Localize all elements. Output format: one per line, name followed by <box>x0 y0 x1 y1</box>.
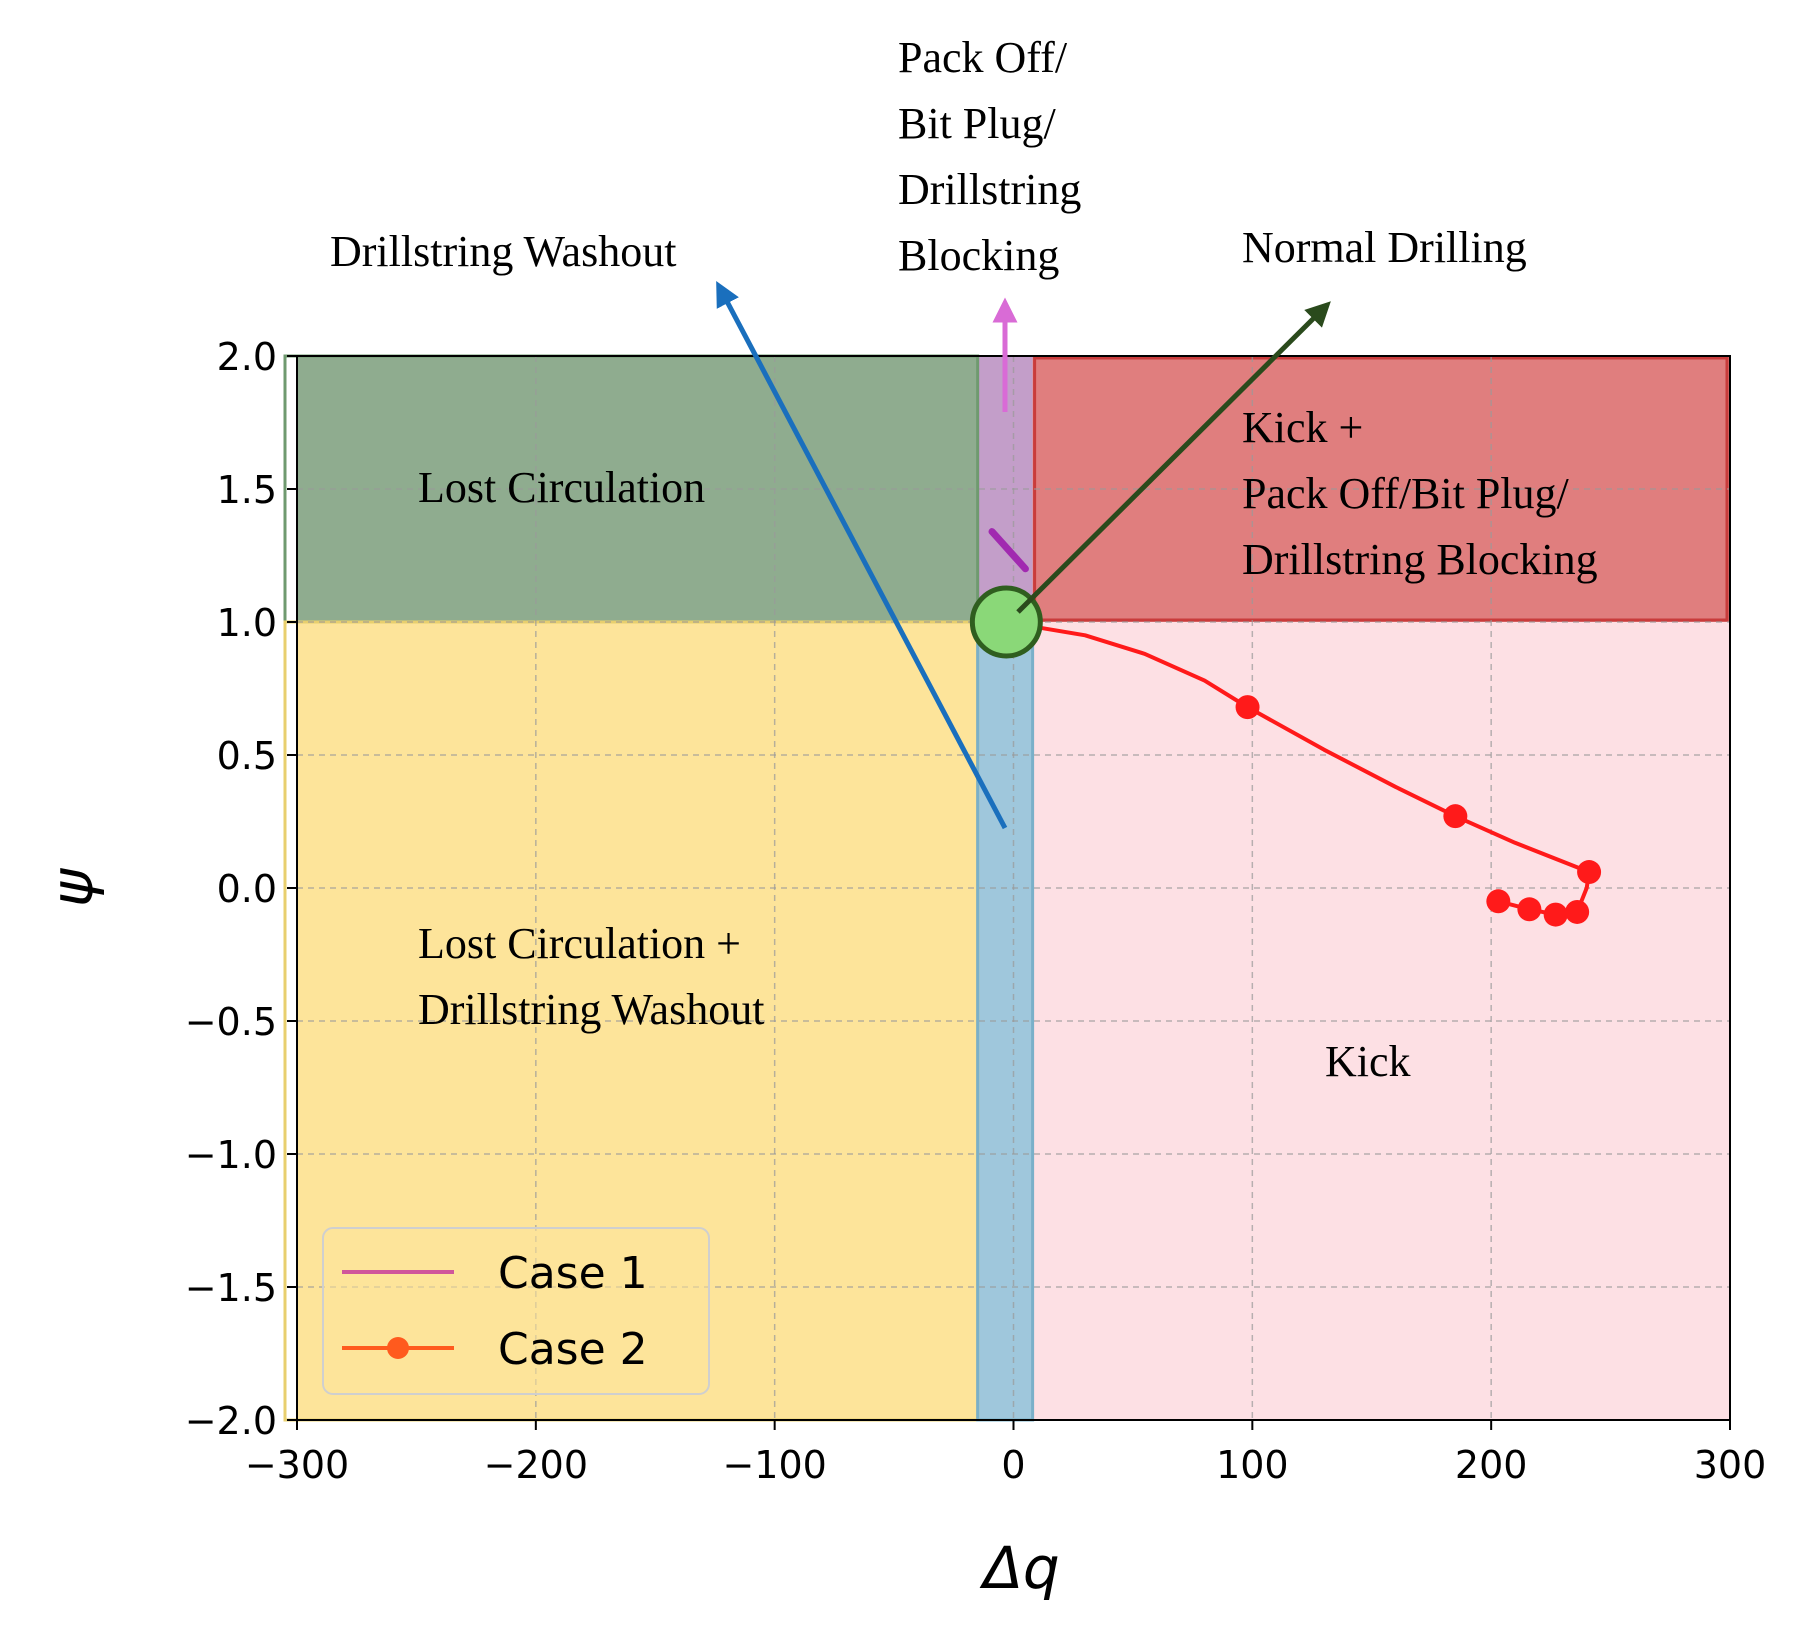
y-tick-label: −0.5 <box>185 1000 277 1044</box>
series <box>969 528 1602 927</box>
y-tick-label: −2.0 <box>185 1399 277 1443</box>
series-point-case <box>1517 897 1542 922</box>
series-point-case <box>1486 889 1511 914</box>
y-tick-label: 1.0 <box>217 601 277 645</box>
annotation-label: Blocking <box>898 231 1059 280</box>
annotation-label: Pack Off/ <box>898 33 1068 82</box>
y-tick-label: −1.0 <box>185 1133 277 1177</box>
region-label: Kick <box>1325 1037 1411 1086</box>
x-tick-label: 200 <box>1455 1443 1528 1487</box>
series-point-case <box>1565 899 1590 924</box>
series-point-case <box>1543 902 1568 927</box>
series-point-case <box>1577 860 1602 885</box>
region-label: Kick + <box>1242 403 1363 452</box>
series-point-case <box>1235 695 1260 720</box>
annotation-label: Drillstring Washout <box>330 227 676 276</box>
x-tick-label: −300 <box>245 1443 349 1487</box>
y-tick-label: 2.0 <box>217 335 277 379</box>
region-label: Lost Circulation <box>418 463 705 512</box>
annotation-label: Bit Plug/ <box>898 99 1056 148</box>
x-axis-label: Δq <box>979 1534 1060 1602</box>
x-tick-label: −200 <box>484 1443 588 1487</box>
legend-box <box>322 1227 710 1395</box>
legend-label-case: Case 2 <box>498 1324 648 1375</box>
annotation-label: Normal Drilling <box>1242 223 1527 272</box>
region-label: Lost Circulation + <box>418 919 741 968</box>
annotation-arrow <box>1016 301 1331 614</box>
legend-label-case: Case 1 <box>498 1248 648 1299</box>
region-label: Drillstring Blocking <box>1242 535 1598 584</box>
y-tick-label: 1.5 <box>217 468 277 512</box>
labels: Δq ψ Lost Circulation Kick + Pack Off/Bit Pl… <box>38 403 1598 1602</box>
series-line-case <box>988 528 1029 573</box>
y-tick-label: 0.0 <box>217 867 277 911</box>
ticks: −300 −200 −100 0 100 200 300 2.0 1.5 1.0 0.5 0.0 −0.… <box>185 335 1767 1487</box>
region-label: Pack Off/Bit Plug/ <box>1242 469 1570 518</box>
annotation-arrow <box>716 280 1008 830</box>
x-tick-label: 100 <box>1216 1443 1289 1487</box>
x-tick-label: 0 <box>1001 1443 1025 1487</box>
y-tick-label: 0.5 <box>217 734 277 778</box>
annotations: Drillstring Washout Pack Off/Bit Plug/Dri… <box>330 33 1527 830</box>
legend-marker-case <box>387 1337 409 1359</box>
x-tick-label: 300 <box>1694 1443 1767 1487</box>
x-tick-label: −100 <box>722 1443 826 1487</box>
y-axis-label: ψ <box>38 867 106 907</box>
annotation-label: Drillstring <box>898 165 1081 214</box>
legend: Case 1 Case 2 <box>322 1227 710 1395</box>
region-label: Drillstring Washout <box>418 985 764 1034</box>
series-point-case <box>1443 804 1468 829</box>
y-tick-label: −1.5 <box>185 1266 277 1310</box>
